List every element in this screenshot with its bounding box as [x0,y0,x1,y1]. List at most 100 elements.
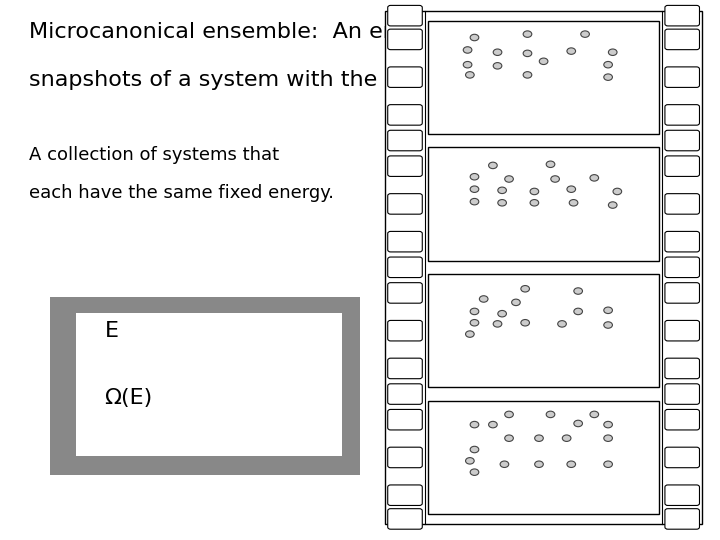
Circle shape [489,162,498,168]
FancyBboxPatch shape [665,257,700,278]
FancyBboxPatch shape [665,509,700,529]
Circle shape [498,200,506,206]
Circle shape [546,411,555,417]
Circle shape [500,461,509,468]
Circle shape [470,469,479,475]
Circle shape [567,48,575,55]
Circle shape [470,308,479,315]
FancyBboxPatch shape [665,485,700,505]
Circle shape [530,188,539,195]
FancyBboxPatch shape [387,156,422,177]
Circle shape [463,62,472,68]
Circle shape [523,50,532,57]
Circle shape [493,49,502,56]
FancyBboxPatch shape [665,67,700,87]
Circle shape [493,321,502,327]
Circle shape [521,286,529,292]
FancyBboxPatch shape [387,105,422,125]
Circle shape [493,63,502,69]
Circle shape [613,188,621,195]
Circle shape [480,296,488,302]
FancyBboxPatch shape [387,384,422,404]
FancyBboxPatch shape [665,358,700,379]
Bar [428,21,659,134]
Circle shape [608,49,617,56]
Circle shape [512,299,521,306]
Circle shape [535,461,544,468]
Circle shape [489,421,498,428]
FancyBboxPatch shape [387,485,422,505]
Text: A collection of systems that: A collection of systems that [29,146,279,164]
Circle shape [498,310,506,317]
FancyBboxPatch shape [387,67,422,87]
Text: each have the same fixed energy.: each have the same fixed energy. [29,184,334,201]
Circle shape [574,288,582,294]
Circle shape [562,435,571,441]
Circle shape [523,72,532,78]
FancyBboxPatch shape [665,130,700,151]
FancyBboxPatch shape [665,5,700,26]
Circle shape [604,435,613,441]
Circle shape [570,200,578,206]
FancyBboxPatch shape [387,5,422,26]
Circle shape [604,307,613,314]
Circle shape [604,461,613,468]
FancyBboxPatch shape [387,130,422,151]
Circle shape [567,461,575,468]
Circle shape [567,186,575,192]
FancyBboxPatch shape [665,194,700,214]
FancyBboxPatch shape [665,29,700,50]
Circle shape [604,421,613,428]
Circle shape [505,411,513,417]
FancyBboxPatch shape [387,232,422,252]
Circle shape [470,421,479,428]
Bar [76,313,342,456]
Circle shape [470,173,479,180]
FancyBboxPatch shape [387,358,422,379]
Circle shape [463,47,472,53]
Bar [50,297,360,475]
FancyBboxPatch shape [387,282,422,303]
Circle shape [558,321,567,327]
FancyBboxPatch shape [387,447,422,468]
Circle shape [521,320,529,326]
FancyBboxPatch shape [387,509,422,529]
Circle shape [551,176,559,182]
Circle shape [466,72,474,78]
Text: snapshots of a system with the same N, V, and E: snapshots of a system with the same N, V… [29,70,575,90]
Circle shape [466,331,474,338]
Circle shape [574,420,582,427]
Text: Ω(E): Ω(E) [104,388,153,408]
Circle shape [546,161,555,167]
Circle shape [523,31,532,37]
Circle shape [608,202,617,208]
Circle shape [604,322,613,328]
Bar [385,11,702,524]
Circle shape [498,187,506,193]
Circle shape [466,457,474,464]
Circle shape [590,174,598,181]
FancyBboxPatch shape [665,105,700,125]
FancyBboxPatch shape [387,320,422,341]
FancyBboxPatch shape [665,409,700,430]
Circle shape [581,31,590,37]
Circle shape [470,186,479,192]
Circle shape [470,198,479,205]
Circle shape [604,62,613,68]
Circle shape [470,320,479,326]
Circle shape [505,176,513,182]
Circle shape [574,308,582,315]
Text: Microcanonical ensemble:  An ensemble of: Microcanonical ensemble: An ensemble of [29,22,506,42]
Circle shape [470,34,479,40]
Text: E: E [104,321,118,341]
FancyBboxPatch shape [665,282,700,303]
Circle shape [590,411,598,417]
Circle shape [470,446,479,453]
FancyBboxPatch shape [665,320,700,341]
Circle shape [505,435,513,441]
FancyBboxPatch shape [665,384,700,404]
Bar [428,274,659,387]
Bar [428,401,659,514]
FancyBboxPatch shape [665,232,700,252]
FancyBboxPatch shape [665,156,700,177]
